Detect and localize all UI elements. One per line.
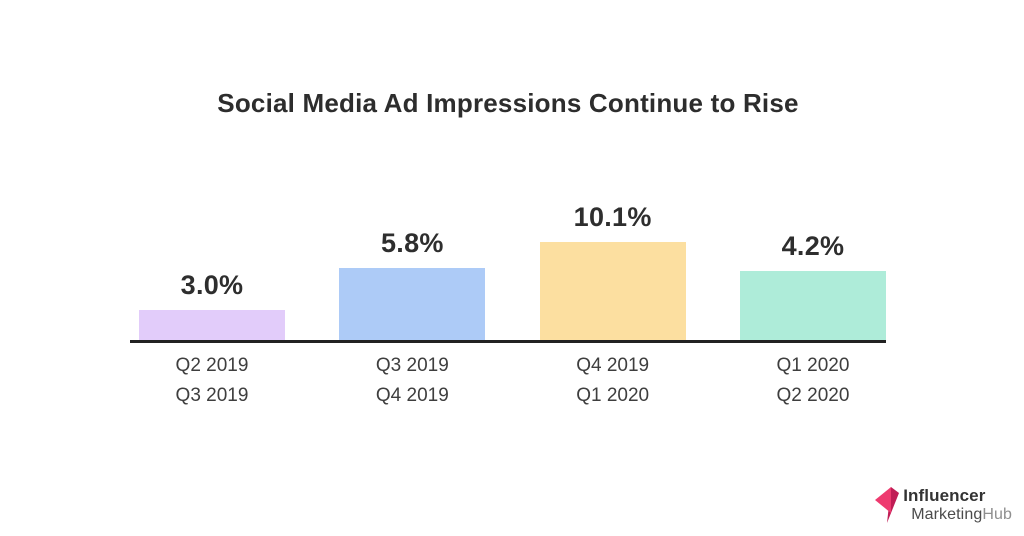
bar-group-q1q2-2020: 4.2%	[739, 231, 886, 340]
x-axis-line	[130, 340, 886, 343]
influencer-marketinghub-logo: Influencer MarketingHub	[875, 486, 1012, 524]
logo-marketinghub-text: MarketingHub	[911, 506, 1012, 523]
bar-group-q3q4-2019: 5.8%	[339, 228, 486, 340]
category-label: Q2 2019 Q3 2019	[139, 351, 285, 411]
logo-influencer-text: Influencer	[903, 486, 986, 506]
arrow-bookmark-icon	[875, 487, 900, 523]
category-label: Q1 2020 Q2 2020	[740, 351, 886, 411]
category-label: Q4 2019 Q1 2020	[540, 351, 686, 411]
bar-value-label: 5.8%	[380, 228, 444, 258]
bar-value-label: 10.1%	[573, 202, 652, 232]
bar-group-q4-2019-q1-2020: 10.1%	[539, 202, 686, 340]
bar-q1-2020-to-q2-2020	[739, 271, 886, 340]
category-labels-row: Q2 2019 Q3 2019 Q3 2019 Q4 2019 Q4 2019 …	[130, 351, 886, 411]
bar-value-label: 3.0%	[180, 270, 244, 300]
period-from: Q2 2019	[175, 355, 249, 376]
logo-hub-text: Hub	[982, 505, 1012, 523]
period-to: Q3 2019	[175, 385, 249, 406]
logo-arrow-light-part	[875, 487, 892, 513]
logo-wordmark: Influencer MarketingHub	[903, 486, 1012, 523]
chart-title: Social Media Ad Impressions Continue to …	[217, 88, 799, 118]
bar-q4-2019-to-q1-2020	[539, 242, 686, 340]
bar-q3-2019-to-q4-2019	[339, 268, 486, 340]
period-from: Q3 2019	[375, 355, 449, 376]
period-from: Q4 2019	[576, 355, 650, 376]
period-to: Q1 2020	[576, 385, 650, 406]
bar-group-q2q3-2019: 3.0%	[139, 270, 285, 340]
period-to: Q2 2020	[776, 385, 850, 406]
bar-chart: 3.0% 5.8% 10.1% 4.2%	[130, 195, 886, 340]
logo-marketing-text: Marketing	[911, 505, 983, 523]
period-from: Q1 2020	[776, 355, 850, 376]
category-label: Q3 2019 Q4 2019	[339, 351, 485, 411]
period-to: Q4 2019	[375, 385, 449, 406]
bar-q2-2019-to-q3-2019	[139, 310, 285, 340]
bar-value-label: 4.2%	[781, 231, 845, 261]
